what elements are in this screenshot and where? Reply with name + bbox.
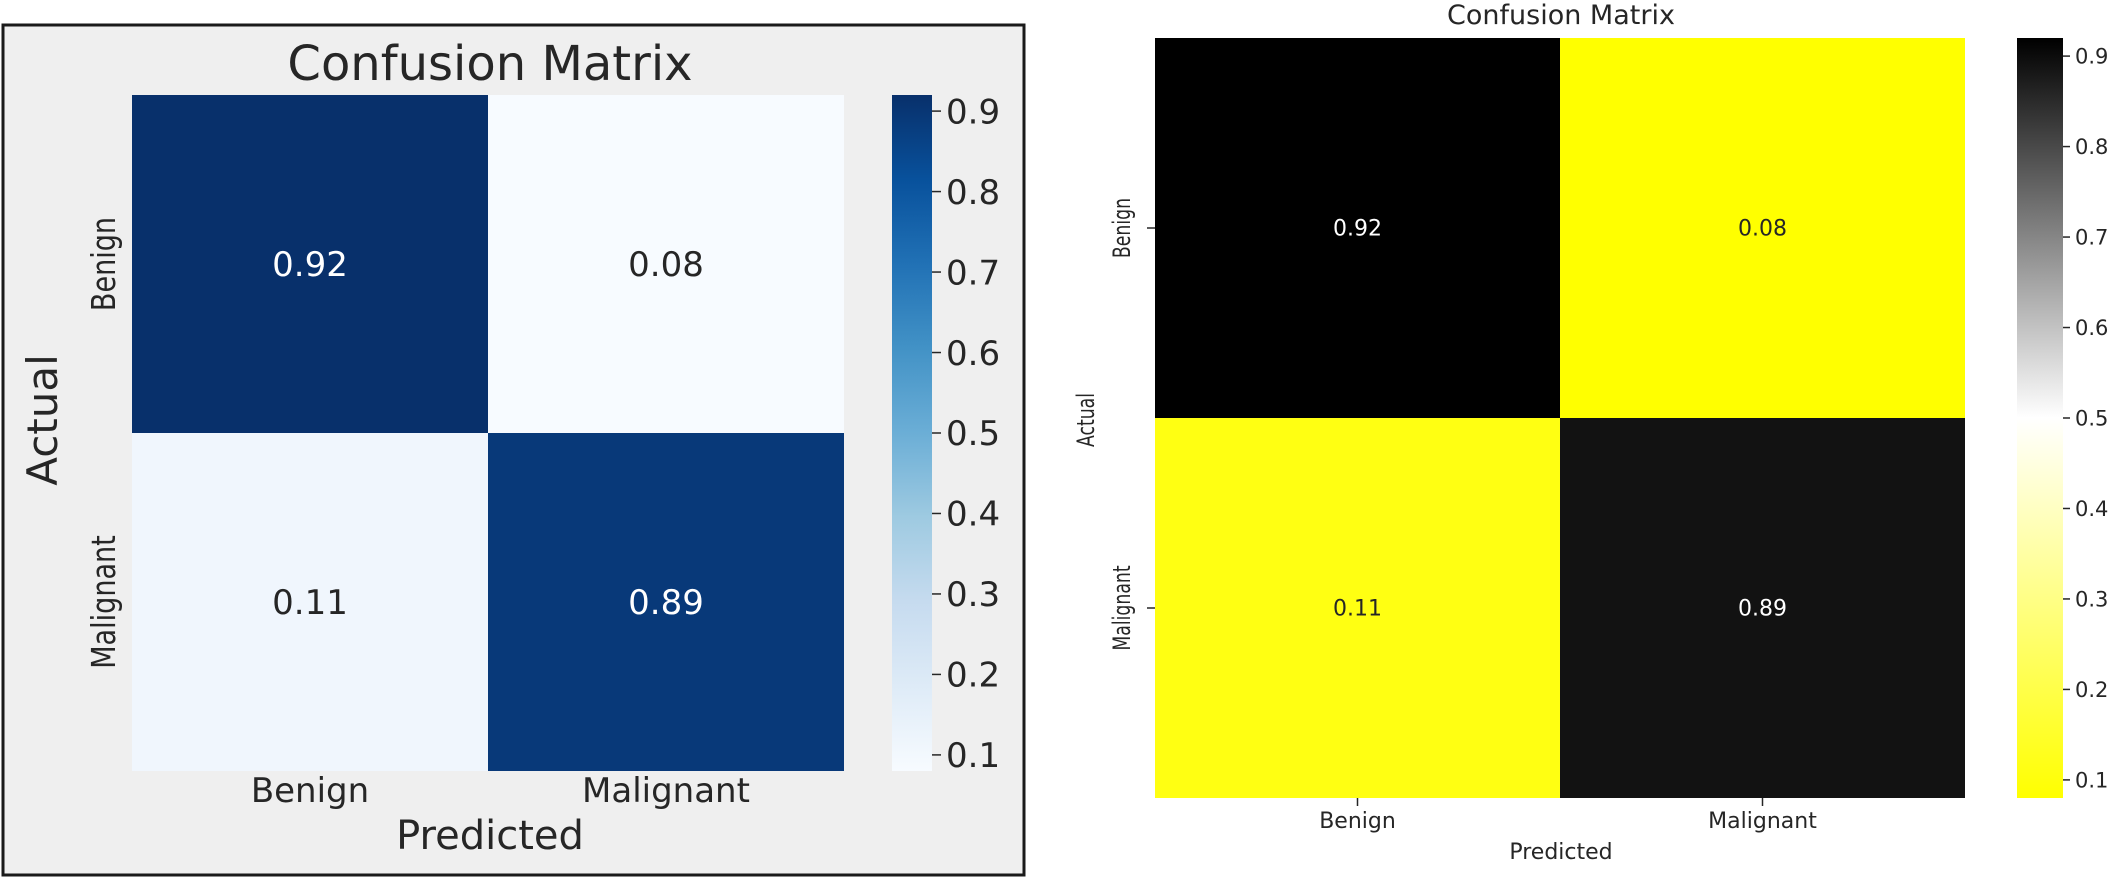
right-y-tick-labels: Benign Malignant xyxy=(1108,198,1155,651)
right-colorbar-ticks: 0.1 0.2 0.3 0.4 0.5 0.6 0.7 0.8 0.9 xyxy=(2063,45,2108,792)
right-colorbar xyxy=(2017,38,2063,798)
colorbar-tick-label: 0.9 xyxy=(2075,45,2108,69)
cell-annotation: 0.11 xyxy=(272,583,348,623)
left-x-tick-labels: Benign Malignant xyxy=(251,771,750,811)
colorbar-tick-label: 0.4 xyxy=(946,495,1000,535)
left-colorbar-ticks: 0.1 0.2 0.3 0.4 0.5 0.6 0.7 0.8 0.9 xyxy=(932,92,1000,776)
colorbar-tick-label: 0.2 xyxy=(2075,678,2108,702)
cell-annotation: 0.08 xyxy=(1738,217,1787,242)
x-tick-label: Malignant xyxy=(582,771,750,811)
colorbar-tick-label: 0.7 xyxy=(2075,226,2108,250)
y-tick-label: Malignant xyxy=(85,535,123,669)
colorbar-tick-label: 0.7 xyxy=(946,253,1000,293)
left-x-axis-label: Predicted xyxy=(396,813,584,859)
cell-annotation: 0.89 xyxy=(1738,597,1787,622)
cell-annotation: 0.92 xyxy=(1333,217,1382,242)
right-y-axis-label: Actual xyxy=(1072,393,1100,447)
y-tick-label: Malignant xyxy=(1108,565,1136,650)
left-cell-annotations: 0.92 0.08 0.11 0.89 xyxy=(272,245,704,623)
heatmap-cell xyxy=(488,433,844,771)
heatmap-cell xyxy=(1560,418,1965,798)
colorbar-tick-label: 0.6 xyxy=(2075,316,2108,340)
right-cell-annotations: 0.92 0.08 0.11 0.89 xyxy=(1333,217,1787,622)
y-tick-label: Benign xyxy=(85,217,123,311)
colorbar-tick-label: 0.1 xyxy=(946,736,1000,776)
colorbar-tick-label: 0.1 xyxy=(2075,768,2108,792)
colorbar-tick-label: 0.2 xyxy=(946,656,1000,696)
right-x-tick-labels: Benign Malignant xyxy=(1319,798,1817,834)
colorbar-tick-label: 0.3 xyxy=(946,575,1000,615)
left-heatmap-cells xyxy=(132,95,844,771)
colorbar-tick-label: 0.5 xyxy=(2075,407,2108,431)
right-chart-title: Confusion Matrix xyxy=(1447,0,1675,31)
y-tick-label: Benign xyxy=(1108,198,1136,258)
colorbar-tick-label: 0.3 xyxy=(2075,588,2108,612)
right-heatmap-cells xyxy=(1155,38,1965,798)
x-tick-label: Malignant xyxy=(1708,809,1817,834)
right-chart: Confusion Matrix 0.92 0.08 0.11 0.89 Benign… xyxy=(1072,0,2108,865)
colorbar-tick-label: 0.4 xyxy=(2075,497,2108,521)
right-x-axis-label: Predicted xyxy=(1509,840,1612,865)
colorbar-tick-label: 0.9 xyxy=(946,92,1000,132)
colorbar-tick-label: 0.6 xyxy=(946,334,1000,374)
cell-annotation: 0.89 xyxy=(628,583,704,623)
left-chart-title: Confusion Matrix xyxy=(287,36,692,92)
heatmap-cell xyxy=(1155,418,1560,798)
heatmap-cell xyxy=(1155,38,1560,418)
cell-annotation: 0.92 xyxy=(272,245,348,285)
colorbar-tick-label: 0.8 xyxy=(946,173,1000,213)
x-tick-label: Benign xyxy=(251,771,369,811)
cell-annotation: 0.11 xyxy=(1333,597,1382,622)
left-chart: Confusion Matrix 0.92 0.08 0.11 0.89 Benign… xyxy=(1,23,1026,877)
left-y-tick-labels: Benign Malignant xyxy=(85,217,123,669)
left-colorbar xyxy=(892,95,932,771)
colorbar-tick-label: 0.5 xyxy=(946,414,1000,454)
heatmap-cell xyxy=(132,433,488,771)
heatmap-cell xyxy=(488,95,844,433)
heatmap-cell xyxy=(1560,38,1965,418)
cell-annotation: 0.08 xyxy=(628,245,704,285)
heatmap-cell xyxy=(132,95,488,433)
colorbar-tick-label: 0.8 xyxy=(2075,135,2108,159)
left-y-axis-label: Actual xyxy=(18,354,67,486)
x-tick-label: Benign xyxy=(1319,809,1396,834)
